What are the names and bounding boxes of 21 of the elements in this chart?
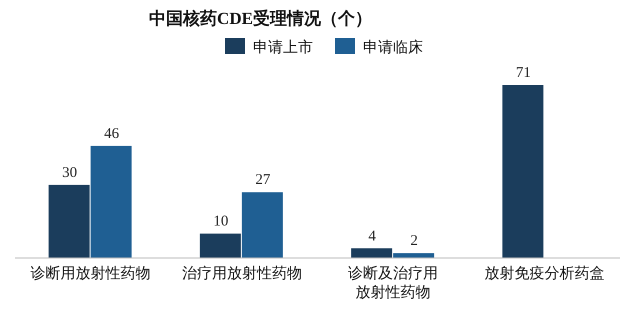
data-label: 30 xyxy=(62,164,78,181)
bar xyxy=(242,192,283,258)
bar xyxy=(200,234,241,258)
data-label: 71 xyxy=(516,65,531,81)
data-label: 10 xyxy=(213,214,228,230)
data-label: 2 xyxy=(410,233,418,250)
bar xyxy=(48,184,90,258)
x-tick-label: 治疗用放射性药物 xyxy=(182,265,302,282)
bar xyxy=(90,146,132,258)
data-label: 46 xyxy=(104,126,120,142)
chart-title: 中国核药CDE受理情况（个） xyxy=(149,9,372,28)
bar xyxy=(351,248,392,258)
bar xyxy=(393,253,434,258)
legend-label: 申请临床 xyxy=(363,39,423,56)
x-tick-label: 放射免疫分析药盒 xyxy=(484,265,604,282)
data-label: 27 xyxy=(255,172,271,188)
legend-label: 申请上市 xyxy=(253,39,313,56)
data-label: 4 xyxy=(368,228,376,244)
x-tick-label: 诊断用放射性药物 xyxy=(30,265,151,282)
bar xyxy=(502,85,544,258)
x-tick-label: 诊断及治疗用放射性药物 xyxy=(348,265,438,301)
